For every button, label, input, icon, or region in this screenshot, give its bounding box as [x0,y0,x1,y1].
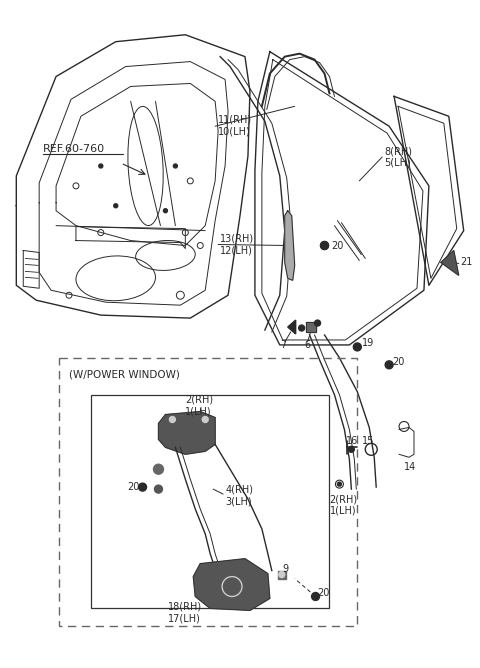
Circle shape [173,164,178,168]
Circle shape [299,325,305,331]
Text: 9: 9 [283,564,289,574]
Bar [306,322,315,332]
Circle shape [154,464,164,474]
Text: 4(RH): 4(RH) [225,484,253,494]
Text: 21: 21 [461,257,473,267]
Text: 14: 14 [404,462,416,472]
Circle shape [353,343,361,351]
Circle shape [321,242,328,249]
Text: 11(RH): 11(RH) [218,114,252,124]
Text: 15: 15 [362,436,375,446]
Text: 7: 7 [280,340,286,350]
Circle shape [314,320,321,326]
Polygon shape [441,250,459,275]
Circle shape [155,485,162,493]
Circle shape [337,482,341,486]
Text: REF.60-760: REF.60-760 [43,144,105,154]
Bar [91,395,329,609]
Text: 1(LH): 1(LH) [329,506,356,516]
Polygon shape [158,411,215,454]
Polygon shape [193,558,270,611]
Text: 20: 20 [392,357,405,367]
Circle shape [202,417,208,422]
Text: 20: 20 [332,240,344,250]
Circle shape [321,242,328,249]
Circle shape [99,164,103,168]
Circle shape [279,572,285,578]
Text: 12(LH): 12(LH) [220,245,253,255]
Text: 1(LH): 1(LH) [185,407,212,417]
Text: 19: 19 [362,338,374,348]
Polygon shape [285,210,295,281]
Text: 20: 20 [318,589,330,599]
Circle shape [169,417,175,422]
Text: 2(RH): 2(RH) [185,395,214,405]
Circle shape [348,446,354,452]
Circle shape [164,208,168,212]
Text: 16: 16 [347,436,359,446]
Bar [278,570,286,578]
Circle shape [312,593,320,601]
Text: 3(LH): 3(LH) [225,496,252,506]
Text: 20: 20 [128,482,140,492]
Circle shape [114,204,118,208]
Bar [59,358,357,627]
Text: 2(RH): 2(RH) [329,494,358,504]
Circle shape [385,361,393,369]
Polygon shape [288,320,296,334]
Text: 13(RH): 13(RH) [220,234,254,244]
Text: 17(LH): 17(LH) [168,613,201,623]
Text: 18(RH): 18(RH) [168,601,203,611]
Text: 6: 6 [305,340,311,350]
Text: 5(LH): 5(LH) [384,158,411,168]
Text: 10(LH): 10(LH) [218,126,251,136]
Text: 8(RH): 8(RH) [384,146,412,156]
Text: (W/POWER WINDOW): (W/POWER WINDOW) [69,370,180,380]
Circle shape [139,483,146,491]
